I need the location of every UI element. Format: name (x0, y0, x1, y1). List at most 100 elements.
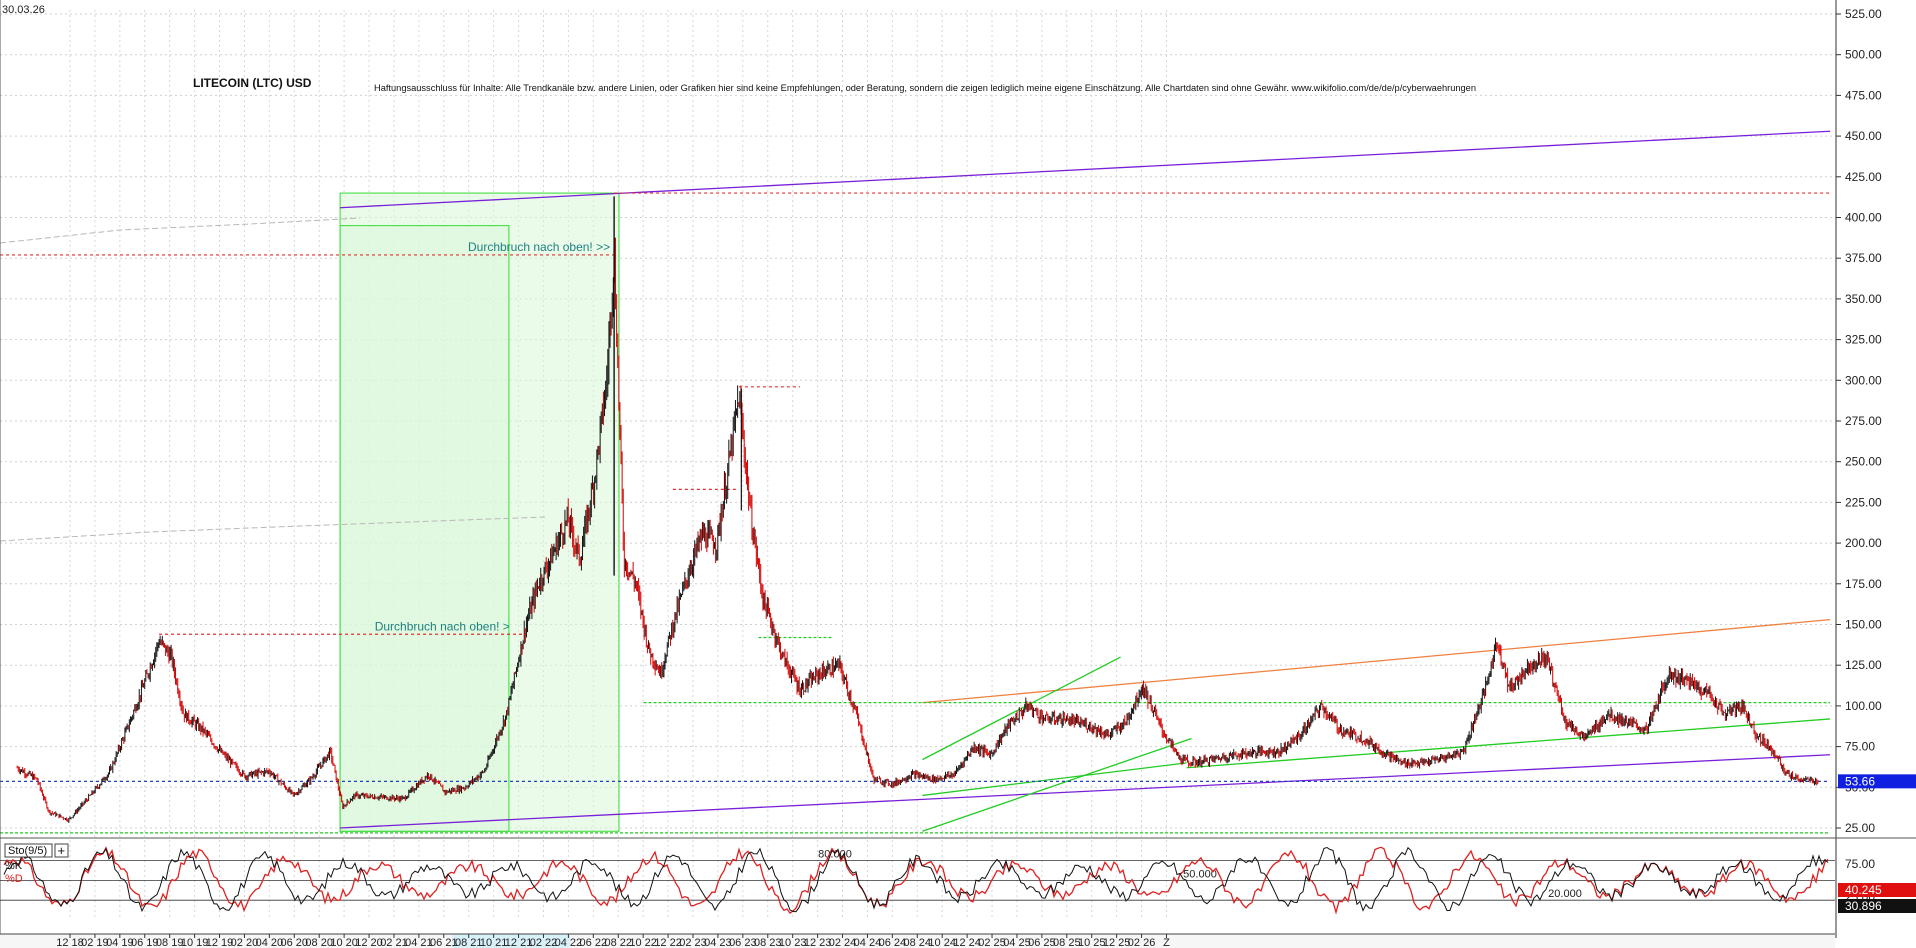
x-tick-label: 10 22 (629, 937, 657, 948)
x-tick-label: 10 20 (330, 937, 358, 948)
stoch-title-box (4, 843, 53, 858)
annotation-breakout-1: Durchbruch nach oben! >> (468, 240, 610, 254)
stoch-k-legend: %K (5, 860, 23, 872)
x-tick-label: 12 24 (953, 937, 981, 948)
y-tick-label: 125.00 (1845, 658, 1882, 672)
stoch-d-value: 40.245 (1845, 883, 1882, 897)
x-tick-label: 04 19 (106, 937, 134, 948)
stoch-title: Sto(9/5) (8, 845, 47, 857)
y-tick-label: 25.00 (1845, 821, 1875, 835)
y-tick-label: 275.00 (1845, 414, 1882, 428)
x-tick-label: 02 24 (829, 937, 857, 948)
y-tick-label: 425.00 (1845, 170, 1882, 184)
green-base (922, 762, 1187, 797)
y-tick-label: 375.00 (1845, 251, 1882, 265)
disclaimer: Haftungsausschluss für Inhalte: Alle Tre… (374, 83, 1476, 93)
x-tick-label: 04 22 (555, 937, 583, 948)
y-tick-label: 150.00 (1845, 618, 1882, 632)
annotations: Durchbruch nach oben! >> Durchbruch nach … (375, 240, 610, 633)
x-tick-label: 12 18 (56, 937, 84, 948)
y-tick-label: 500.00 (1845, 48, 1882, 62)
x-tick-label: 12 25 (1103, 937, 1131, 948)
breakout-zones (339, 192, 620, 832)
x-tick-label: 10 21 (480, 937, 508, 948)
x-tick-label: 12 21 (505, 937, 533, 948)
x-tick-label: 02 25 (978, 937, 1006, 948)
x-tick-label: 08 25 (1053, 937, 1081, 948)
x-tick-label: 08 23 (754, 937, 782, 948)
x-tick-label: 02 22 (530, 937, 558, 948)
stoch-d-line (3, 846, 1829, 915)
x-tick-label: 08 22 (604, 937, 632, 948)
y-tick-label: 250.00 (1845, 455, 1882, 469)
green-channel-lower (922, 737, 1192, 832)
stoch-add-button (54, 843, 69, 858)
zone-inner (339, 225, 510, 832)
x-tick-label: 08 24 (904, 937, 932, 948)
x-tick-label: 02 20 (231, 937, 259, 948)
annotation-breakout-2: Durchbruch nach oben! > (375, 619, 510, 633)
x-tick-label: 10 19 (181, 937, 209, 948)
y-tick-label: 300.00 (1845, 373, 1882, 387)
stoch-level-label: 50.000 (1183, 868, 1217, 880)
x-tick-label: 04 23 (704, 937, 732, 948)
price-series (16, 196, 1819, 823)
x-tick-label: 10 25 (1078, 937, 1106, 948)
y-tick-label: 175.00 (1845, 577, 1882, 591)
x-tick-label: 06 19 (131, 937, 159, 948)
y-tick-label: 450.00 (1845, 129, 1882, 143)
trend-lines (0, 130, 1831, 834)
x-tick-label: 06 22 (580, 937, 608, 948)
x-tick-label: 06 21 (430, 937, 458, 948)
x-tick-label: 12 22 (654, 937, 682, 948)
x-axis-highlight (452, 934, 570, 948)
x-tick-label: 04 24 (854, 937, 882, 948)
stoch-level-label: 20.000 (1548, 888, 1582, 900)
y-tick-label: 475.00 (1845, 88, 1882, 102)
x-tick-label: 02 21 (380, 937, 408, 948)
x-tick-label: 02 19 (81, 937, 109, 948)
last-price-tag (1838, 774, 1916, 789)
y-tick-label: 525.00 (1845, 7, 1882, 21)
y-tick-label: 200.00 (1845, 536, 1882, 550)
x-tick-label: 06 25 (1028, 937, 1056, 948)
x-tick-label: 04 21 (405, 937, 433, 948)
x-tick-label: 06 20 (281, 937, 309, 948)
green-support (1186, 718, 1831, 769)
stoch-k-line (3, 846, 1829, 913)
grey-trend-upper (0, 217, 361, 244)
y-tick-label: 350.00 (1845, 292, 1882, 306)
stoch-d-legend: %D (5, 873, 23, 885)
x-tick-label: 04 25 (1003, 937, 1031, 948)
plus-icon: + (58, 843, 66, 858)
x-tick-label: 10 23 (779, 937, 807, 948)
x-tick-label: 06 24 (879, 937, 907, 948)
last-price-label: 53.66 (1845, 774, 1875, 788)
stoch-k-value: 30.896 (1845, 899, 1882, 913)
x-tick-label: 06 23 (729, 937, 757, 948)
x-tick-label: 12 19 (206, 937, 234, 948)
chart-title: LITECOIN (LTC) USD (193, 76, 312, 90)
x-tick-label: 08 20 (305, 937, 333, 948)
grey-trend-lower (0, 516, 546, 542)
x-tick-label: 12 23 (804, 937, 832, 948)
y-tick-label: 325.00 (1845, 333, 1882, 347)
orange-upper (922, 618, 1831, 704)
y-tick-label: 225.00 (1845, 495, 1882, 509)
x-tick-label: 02 26 (1128, 937, 1156, 948)
purple-upper (340, 130, 1831, 209)
x-tick-label: 12 20 (355, 937, 383, 948)
x-tick-label: 08 19 (156, 937, 184, 948)
y-tick-label: 75.00 (1845, 740, 1875, 754)
x-tick-label: 02 23 (679, 937, 707, 948)
y-tick-label: 400.00 (1845, 211, 1882, 225)
stochastic-panel: 80.00050.00020.00075.0025.00Sto(9/5)+%K%… (0, 843, 1916, 915)
x-tick-label: 08 21 (455, 937, 483, 948)
stoch-y-tick-label: 75.00 (1845, 857, 1875, 871)
purple-lower (340, 754, 1831, 829)
chart-date: 30.03.26 (2, 4, 45, 16)
stoch-k-tag (1838, 899, 1916, 913)
